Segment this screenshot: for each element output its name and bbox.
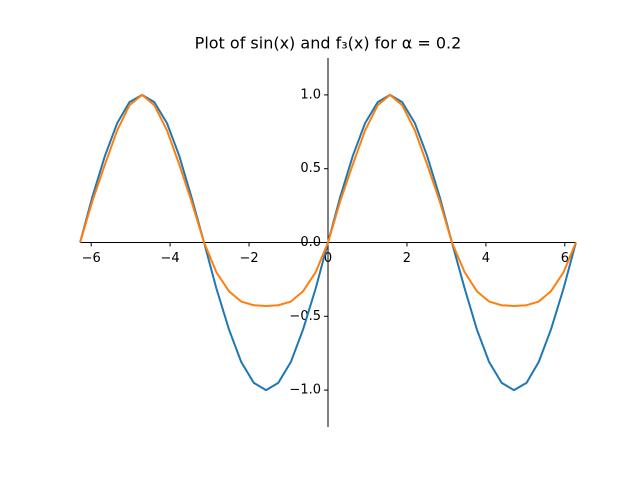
chart-title: Plot of sin(x) and f₃(x) for α = 0.2 — [195, 34, 462, 53]
x-tick-label: −2 — [239, 251, 258, 266]
y-tick-label: −1.0 — [289, 383, 321, 398]
y-tick-label: 1.0 — [300, 87, 321, 102]
y-tick-label: 0.5 — [300, 161, 321, 176]
x-tick-label: 2 — [403, 251, 411, 266]
x-tick-label: 0 — [324, 251, 332, 266]
y-tick-label: −0.5 — [289, 309, 321, 324]
x-tick-label: −4 — [161, 251, 180, 266]
line-series — [79, 93, 577, 307]
x-tick-label: −6 — [82, 251, 101, 266]
x-tick-label: 4 — [482, 251, 490, 266]
y-tick-label: 0.0 — [300, 235, 321, 250]
x-tick-label: 6 — [561, 251, 569, 266]
